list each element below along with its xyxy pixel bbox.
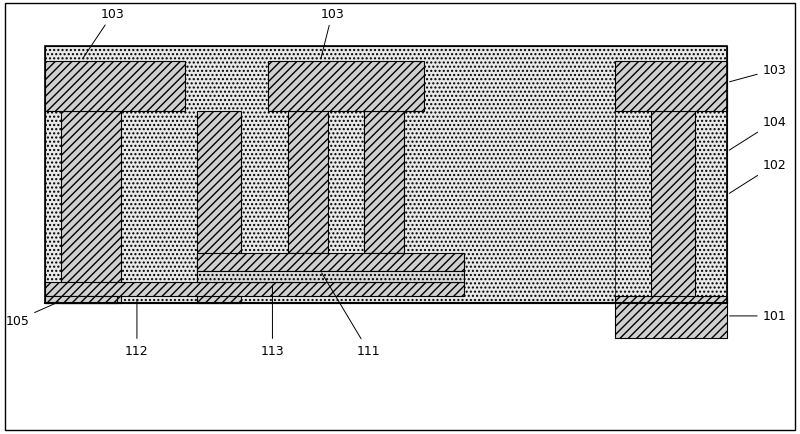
Bar <box>197 112 241 303</box>
Bar <box>615 297 727 338</box>
Bar <box>46 47 727 303</box>
Bar <box>364 112 404 253</box>
Bar <box>46 283 464 297</box>
Text: 103: 103 <box>730 64 786 82</box>
Bar <box>46 297 117 303</box>
Text: 103: 103 <box>320 8 344 59</box>
Bar <box>288 112 328 253</box>
Text: 105: 105 <box>6 302 58 327</box>
Bar <box>615 62 727 112</box>
Bar <box>46 47 727 303</box>
Bar <box>61 112 121 303</box>
Text: 102: 102 <box>730 159 786 194</box>
Text: 104: 104 <box>730 115 786 151</box>
Bar <box>46 62 185 112</box>
Bar <box>197 253 464 271</box>
Bar <box>615 112 727 303</box>
Text: 111: 111 <box>322 273 380 357</box>
Bar <box>197 271 464 283</box>
Bar <box>269 62 424 112</box>
Text: 101: 101 <box>730 310 786 322</box>
Text: 112: 112 <box>125 299 149 357</box>
Text: 103: 103 <box>82 8 125 59</box>
Text: 113: 113 <box>261 285 284 357</box>
Bar <box>651 112 695 303</box>
